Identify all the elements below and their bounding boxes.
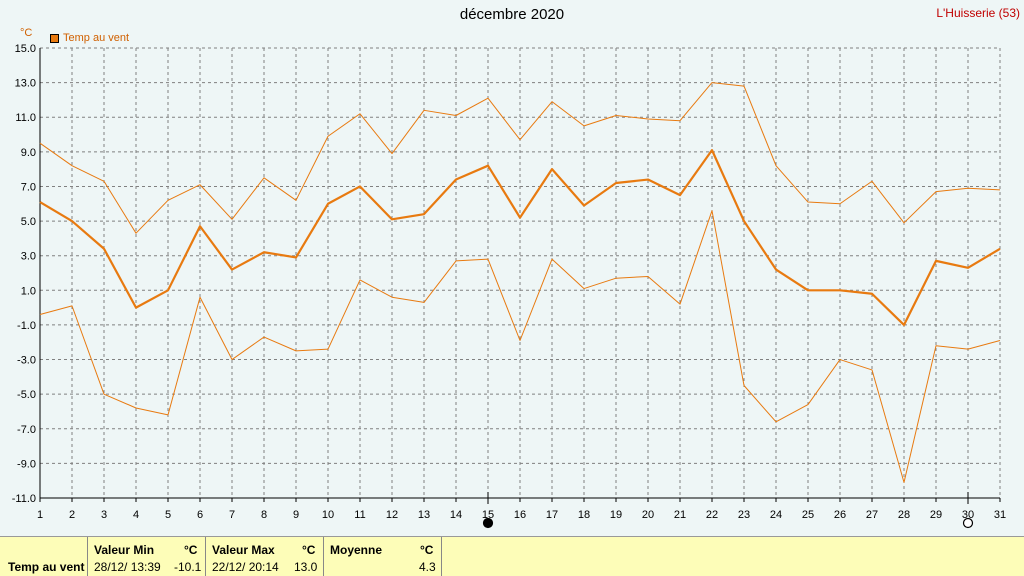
x-tick-label: 26 (834, 509, 846, 521)
footer-avg-cell: Moyenne °C 4.3 (324, 537, 442, 576)
footer-max-cell: Valeur Max °C 22/12/ 20:14 13.0 (206, 537, 324, 576)
x-tick-label: 25 (802, 509, 814, 521)
y-tick-label: 3.0 (21, 251, 36, 263)
series-line-max (39, 82, 1001, 234)
x-tick-label: 28 (898, 509, 910, 521)
max-value: 13.0 (294, 560, 318, 574)
x-tick-label: 24 (770, 509, 782, 521)
legend-swatch (50, 33, 59, 43)
avg-value: 4.3 (419, 560, 436, 574)
x-tick-label: 29 (930, 509, 942, 521)
max-unit: °C (302, 543, 316, 557)
x-tick-label: 13 (418, 509, 430, 521)
new-moon-icon (482, 517, 494, 529)
min-datetime: 28/12/ 13:39 (94, 560, 161, 574)
y-tick-label: -1.0 (17, 320, 36, 332)
x-tick-label: 6 (197, 509, 203, 521)
x-tick-label: 23 (738, 509, 750, 521)
x-tick-label: 20 (642, 509, 654, 521)
x-tick-label: 11 (354, 509, 365, 521)
station-name: L'Huisserie (53) (936, 6, 1020, 20)
min-header: Valeur Min (94, 543, 155, 557)
x-tick-label: 8 (261, 509, 267, 521)
x-tick-label: 14 (450, 509, 462, 521)
y-tick-label: -9.0 (17, 458, 36, 470)
max-datetime: 22/12/ 20:14 (212, 560, 279, 574)
x-tick-label: 12 (386, 509, 398, 521)
x-tick-label: 21 (674, 509, 686, 521)
x-tick-label: 27 (866, 509, 878, 521)
avg-unit: °C (420, 543, 434, 557)
min-value: -10.1 (174, 560, 202, 574)
y-axis-unit: °C (20, 27, 33, 39)
x-tick-label: 9 (293, 509, 299, 521)
x-tick-label: 16 (514, 509, 526, 521)
x-tick-label: 22 (706, 509, 718, 521)
x-tick-label: 15 (482, 509, 494, 521)
y-tick-label: 7.0 (21, 181, 36, 193)
y-tick-label: 1.0 (21, 285, 36, 297)
legend-label: Temp au vent (63, 32, 130, 44)
footer-series-label: Temp au vent (8, 560, 85, 574)
x-tick-label: 5 (165, 509, 171, 521)
legend: Temp au vent (50, 32, 129, 44)
x-tick-label: 30 (962, 509, 974, 521)
x-tick-label: 17 (546, 509, 558, 521)
y-tick-label: -5.0 (17, 389, 36, 401)
x-tick-label: 7 (229, 509, 235, 521)
x-tick-label: 18 (578, 509, 590, 521)
footer-min-cell: Valeur Min °C 28/12/ 13:39 -10.1 (88, 537, 206, 576)
avg-header: Moyenne (330, 543, 383, 557)
x-tick-label: 4 (133, 509, 139, 521)
y-tick-label: 9.0 (21, 147, 36, 159)
y-tick-label: 11.0 (15, 112, 36, 124)
x-tick-label: 31 (994, 509, 1006, 521)
x-tick-label: 19 (610, 509, 622, 521)
chart-title: décembre 2020 (459, 6, 565, 23)
x-tick-label: 2 (69, 509, 75, 521)
full-moon-icon (962, 517, 974, 529)
y-tick-label: 15.0 (15, 43, 36, 55)
x-tick-label: 1 (37, 509, 43, 521)
y-tick-label: 5.0 (21, 216, 36, 228)
x-tick-label: 3 (101, 509, 107, 521)
y-tick-label: -3.0 (17, 355, 36, 367)
footer-series-cell: Temp au vent (0, 537, 88, 576)
chart-plot: 15.0 13.0 11.0 9.0 7.0 5.0 3.0 1.0 -1.0 -3.0 -5.0 -… (12, 43, 1006, 529)
x-tick-label: 10 (322, 509, 334, 521)
stats-footer: Temp au vent Valeur Min °C 28/12/ 13:39 … (0, 536, 1024, 576)
series-line-main (39, 149, 1001, 327)
y-tick-label: -7.0 (17, 424, 36, 436)
series-line-min (39, 210, 1001, 483)
min-unit: °C (184, 543, 198, 557)
y-tick-label: -11.0 (12, 493, 36, 505)
max-header: Valeur Max (212, 543, 275, 557)
y-tick-label: 13.0 (15, 78, 36, 90)
